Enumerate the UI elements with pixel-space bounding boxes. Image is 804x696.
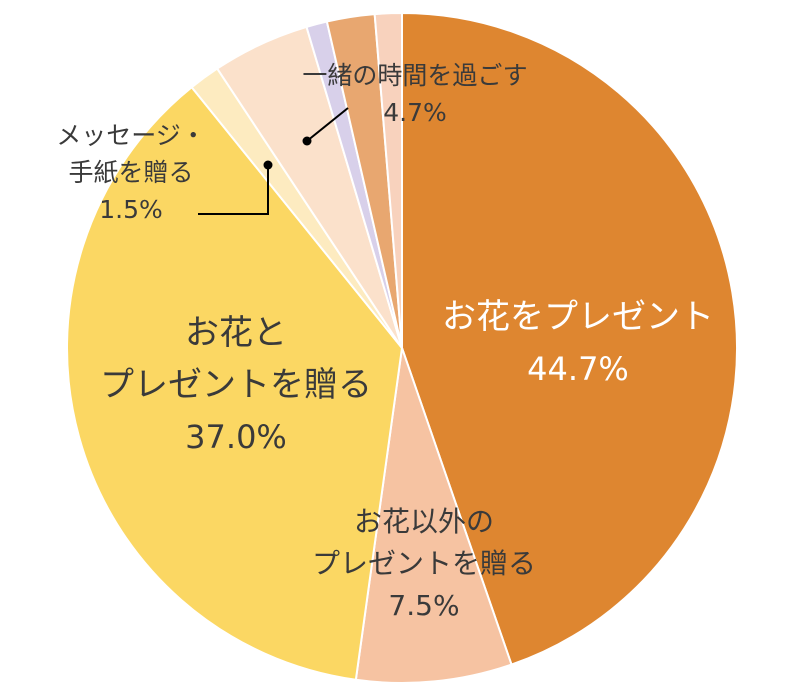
leader-dot-spend-time bbox=[302, 136, 312, 146]
pie-slice-flower-and-present bbox=[66, 85, 404, 681]
pie-slices bbox=[66, 11, 738, 684]
label-flower-present: お花をプレゼント bbox=[442, 297, 714, 337]
leader-line-spend-time bbox=[306, 107, 349, 142]
value-non-flower-present: 7.5% bbox=[388, 589, 459, 622]
pie-slice-non-flower-present bbox=[354, 347, 513, 684]
pie-slice-other-peach bbox=[373, 11, 403, 349]
leader-line-message-letter bbox=[198, 165, 269, 215]
label-non-flower-present-2: プレゼントを贈る bbox=[312, 547, 536, 580]
pie-slice-flower-present bbox=[401, 11, 738, 666]
value-message-letter: 1.5% bbox=[99, 195, 163, 224]
slice-labels: お花をプレゼント 44.7% お花以外の プレゼントを贈る 7.5% お花と プ… bbox=[56, 61, 714, 622]
leader-lines bbox=[198, 107, 349, 215]
label-flower-and-present-1: お花と bbox=[185, 313, 287, 353]
value-flower-and-present: 37.0% bbox=[185, 418, 287, 456]
value-spend-time: 4.7% bbox=[383, 98, 447, 127]
label-flower-and-present-2: プレゼントを贈る bbox=[100, 365, 372, 405]
value-flower-present: 44.7% bbox=[527, 350, 629, 388]
leader-dot-message-letter bbox=[263, 160, 273, 170]
label-non-flower-present-1: お花以外の bbox=[354, 505, 494, 538]
label-spend-time: 一緒の時間を過ごす bbox=[302, 61, 527, 90]
label-message-letter-2: 手紙を贈る bbox=[68, 158, 193, 187]
label-message-letter-1: メッセージ・ bbox=[56, 121, 206, 150]
